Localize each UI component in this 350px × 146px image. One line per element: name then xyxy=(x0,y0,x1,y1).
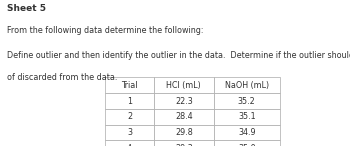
Text: HCl (mL): HCl (mL) xyxy=(166,81,201,90)
Text: 3: 3 xyxy=(127,128,132,137)
Text: Trial: Trial xyxy=(121,81,138,90)
Bar xyxy=(214,77,280,93)
Text: NaOH (mL): NaOH (mL) xyxy=(225,81,269,90)
Bar xyxy=(154,77,214,93)
Text: 29.8: 29.8 xyxy=(175,128,192,137)
Bar xyxy=(154,140,214,146)
Bar xyxy=(105,125,154,140)
Bar xyxy=(214,125,280,140)
Text: 1: 1 xyxy=(127,97,132,106)
Text: 22.3: 22.3 xyxy=(175,97,192,106)
Text: 35.1: 35.1 xyxy=(238,112,256,121)
Bar xyxy=(105,109,154,125)
Bar xyxy=(214,140,280,146)
Bar xyxy=(154,109,214,125)
Text: From the following data determine the following:: From the following data determine the fo… xyxy=(7,26,203,35)
Text: 29.3: 29.3 xyxy=(175,144,192,146)
Text: Define outlier and then identify the outlier in the data.  Determine if the outl: Define outlier and then identify the out… xyxy=(7,51,350,60)
Bar xyxy=(105,140,154,146)
Text: Sheet 5: Sheet 5 xyxy=(7,4,46,13)
Text: 4: 4 xyxy=(127,144,132,146)
Text: 28.4: 28.4 xyxy=(175,112,192,121)
Text: 35.0: 35.0 xyxy=(238,144,256,146)
Text: of discarded from the data.: of discarded from the data. xyxy=(7,73,117,82)
Bar xyxy=(154,93,214,109)
Bar xyxy=(105,93,154,109)
Text: 34.9: 34.9 xyxy=(238,128,256,137)
Bar xyxy=(154,125,214,140)
Bar xyxy=(105,77,154,93)
Bar xyxy=(214,109,280,125)
Text: 2: 2 xyxy=(127,112,132,121)
Text: 35.2: 35.2 xyxy=(238,97,256,106)
Bar xyxy=(214,93,280,109)
